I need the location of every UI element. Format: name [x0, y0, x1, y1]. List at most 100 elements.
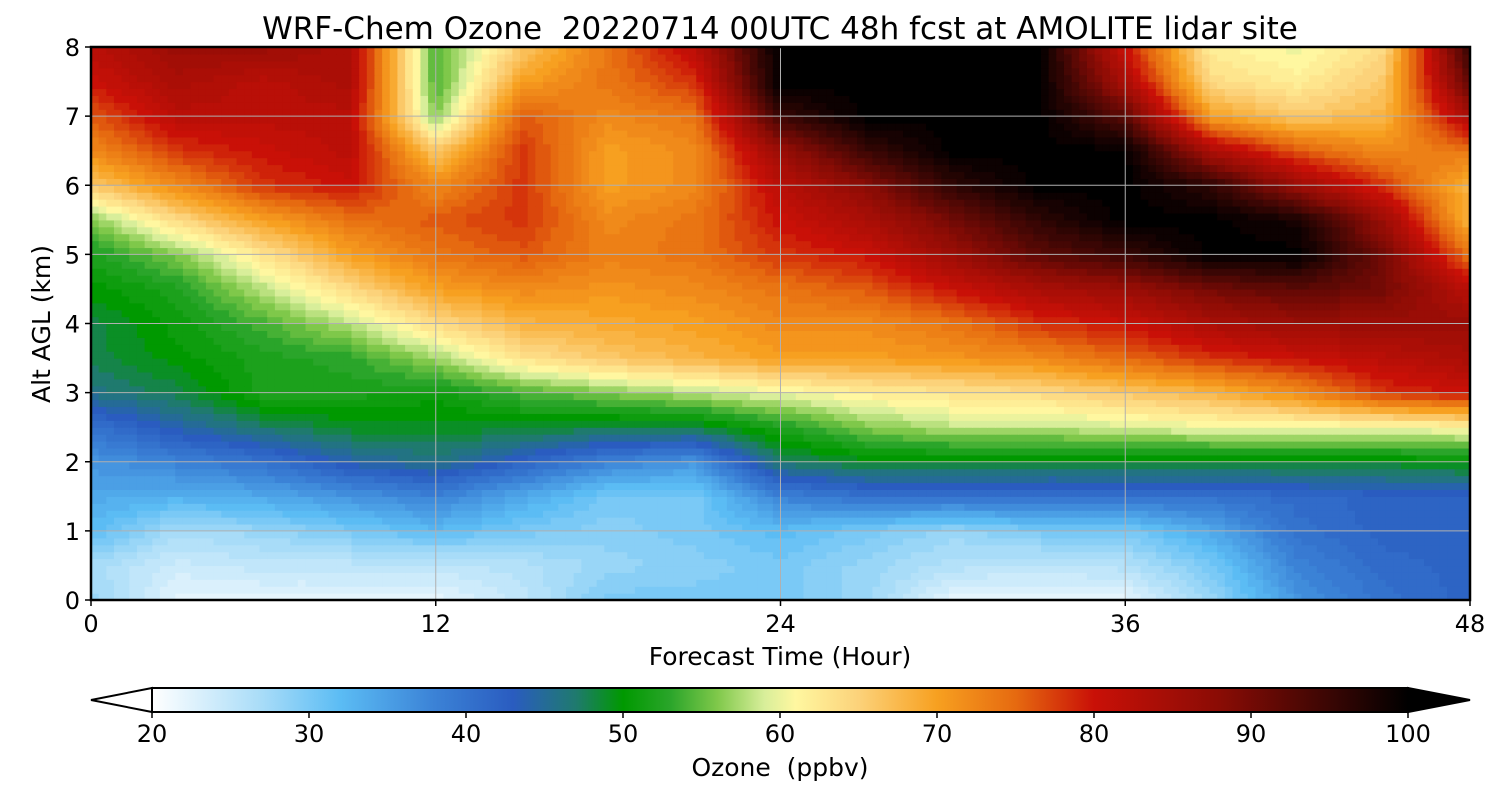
contour-cell [535, 413, 544, 421]
contour-cell [956, 572, 965, 580]
contour-cell [1224, 496, 1234, 504]
contour-cell [144, 413, 153, 421]
contour-cell [826, 406, 835, 414]
contour-cell [305, 489, 314, 497]
contour-cell [765, 558, 774, 567]
contour-cell [313, 434, 322, 442]
contour-cell [428, 530, 437, 539]
contour-cell [336, 434, 345, 442]
contour-cell [1408, 523, 1417, 532]
contour-cell [221, 406, 230, 414]
contour-cell [435, 441, 445, 449]
contour-cell [680, 586, 690, 594]
contour-cell [1094, 496, 1103, 504]
contour-cell [1424, 489, 1433, 497]
contour-cell [213, 434, 222, 442]
contour-cell [1086, 530, 1096, 539]
contour-cell [1125, 537, 1134, 546]
contour-cell [1332, 517, 1341, 525]
contour-cell [1316, 551, 1326, 560]
contour-cell [1171, 523, 1180, 532]
contour-cell [895, 586, 904, 594]
contour-cell [1010, 496, 1019, 504]
contour-cell [1462, 454, 1470, 463]
contour-cell [987, 441, 996, 449]
contour-cell [328, 503, 337, 511]
contour-cell [972, 503, 981, 511]
contour-cell [650, 530, 659, 539]
contour-cell [1439, 523, 1448, 532]
contour-cell [1339, 454, 1349, 463]
contour-cell [1439, 537, 1448, 546]
contour-cell [328, 544, 337, 553]
contour-cell [550, 447, 559, 456]
contour-cell [634, 544, 644, 553]
contour-cell [520, 406, 529, 414]
contour-cell [489, 420, 498, 428]
contour-cell [1393, 517, 1402, 525]
contour-cell [995, 447, 1004, 456]
contour-cell [290, 558, 299, 567]
contour-cell [1263, 434, 1272, 442]
contour-cell [1017, 434, 1027, 442]
contour-cell [1186, 523, 1195, 532]
contour-cell [734, 468, 743, 477]
contour-cell [420, 586, 429, 594]
contour-cell [1163, 503, 1172, 511]
contour-cell [167, 482, 176, 490]
contour-cell [926, 489, 935, 497]
contour-cell [543, 468, 552, 477]
contour-cell [497, 586, 506, 594]
contour-cell [1362, 558, 1371, 567]
contour-cell [451, 482, 460, 490]
contour-cell [91, 441, 100, 449]
contour-cell [1263, 510, 1272, 518]
contour-cell [841, 544, 851, 553]
contour-cell [979, 496, 988, 504]
contour-cell [320, 537, 330, 546]
contour-cell [1416, 530, 1425, 539]
contour-cell [1132, 441, 1142, 449]
contour-cell [1454, 427, 1463, 435]
contour-cell [1148, 468, 1157, 477]
contour-cell [864, 503, 874, 511]
contour-cell [106, 558, 115, 567]
contour-cell [305, 572, 314, 580]
contour-cell [443, 461, 452, 470]
contour-cell [305, 517, 314, 525]
contour-cell [657, 551, 667, 560]
contour-cell [305, 503, 314, 511]
contour-cell [106, 544, 115, 553]
contour-cell [1401, 468, 1410, 477]
contour-cell [389, 537, 399, 546]
contour-cell [627, 454, 636, 463]
contour-cell [864, 510, 874, 518]
contour-cell [1324, 489, 1333, 497]
contour-cell [1109, 461, 1119, 470]
contour-cell [880, 593, 889, 600]
contour-cell [1362, 461, 1371, 470]
contour-cell [1063, 586, 1073, 594]
contour-cell [1086, 558, 1096, 567]
contour-cell [565, 544, 575, 553]
contour-cell [696, 482, 705, 490]
contour-cell [412, 447, 422, 456]
contour-cell [903, 482, 912, 490]
contour-cell [420, 530, 429, 539]
contour-cell [1171, 482, 1180, 490]
contour-cell [1393, 489, 1402, 497]
contour-cell [336, 406, 345, 414]
contour-cell [573, 406, 582, 414]
contour-cell [382, 510, 391, 518]
contour-cell [420, 565, 429, 573]
contour-cell [1194, 510, 1203, 518]
contour-cell [734, 482, 743, 490]
contour-cell [382, 579, 391, 587]
contour-cell [949, 420, 958, 428]
contour-cell [167, 420, 176, 428]
contour-cell [1424, 586, 1433, 594]
contour-cell [933, 461, 942, 470]
contour-cell [772, 517, 782, 525]
contour-cell [956, 558, 965, 567]
contour-cell [366, 551, 376, 560]
